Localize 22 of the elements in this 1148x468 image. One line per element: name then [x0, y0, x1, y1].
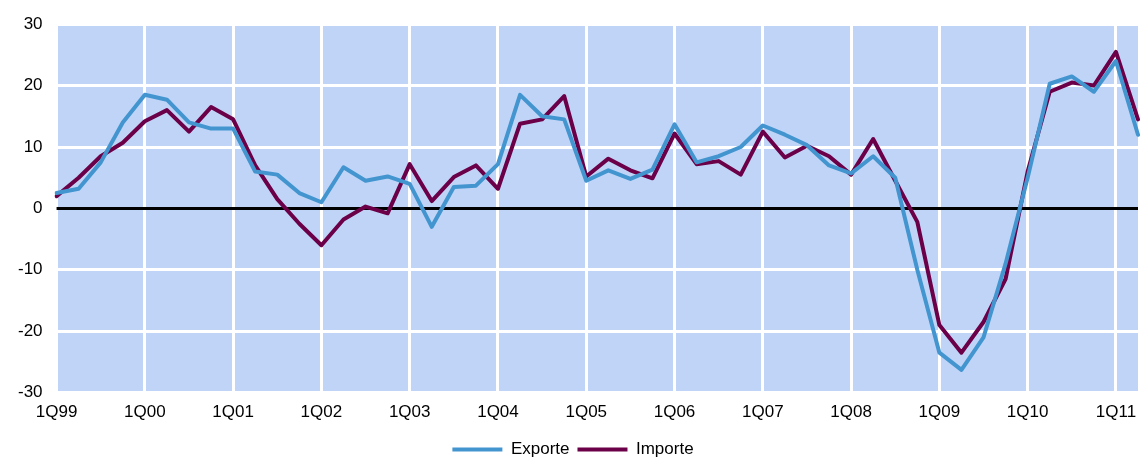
x-tick-label: 1Q09	[918, 402, 961, 422]
x-tick-label: 1Q99	[35, 402, 78, 422]
y-tick-label: -30	[17, 382, 43, 402]
x-tick-label: 1Q03	[388, 402, 431, 422]
x-tick-label: 1Q08	[830, 402, 872, 422]
x-tick-label: 1Q05	[565, 402, 608, 422]
x-tick-label: 1Q04	[477, 402, 519, 422]
y-tick-label: 10	[23, 136, 43, 156]
x-tick-label: 1Q01	[212, 402, 254, 422]
x-tick-label: 1Q00	[124, 402, 166, 422]
y-tick-label: 0	[33, 198, 43, 218]
x-tick-label: 1Q10	[1006, 402, 1049, 422]
x-tick-label: 1Q06	[653, 402, 696, 422]
x-tick-label: 1Q02	[300, 402, 343, 422]
y-tick-label: 30	[23, 13, 43, 33]
y-tick-label: -20	[17, 320, 43, 340]
legend-label: Importe	[635, 439, 694, 459]
x-tick-label: 1Q11	[1095, 402, 1137, 422]
legend-label: Exporte	[510, 439, 570, 459]
y-tick-label: -10	[17, 259, 43, 279]
x-tick-label: 1Q07	[742, 402, 784, 422]
y-tick-label: 20	[23, 75, 43, 95]
